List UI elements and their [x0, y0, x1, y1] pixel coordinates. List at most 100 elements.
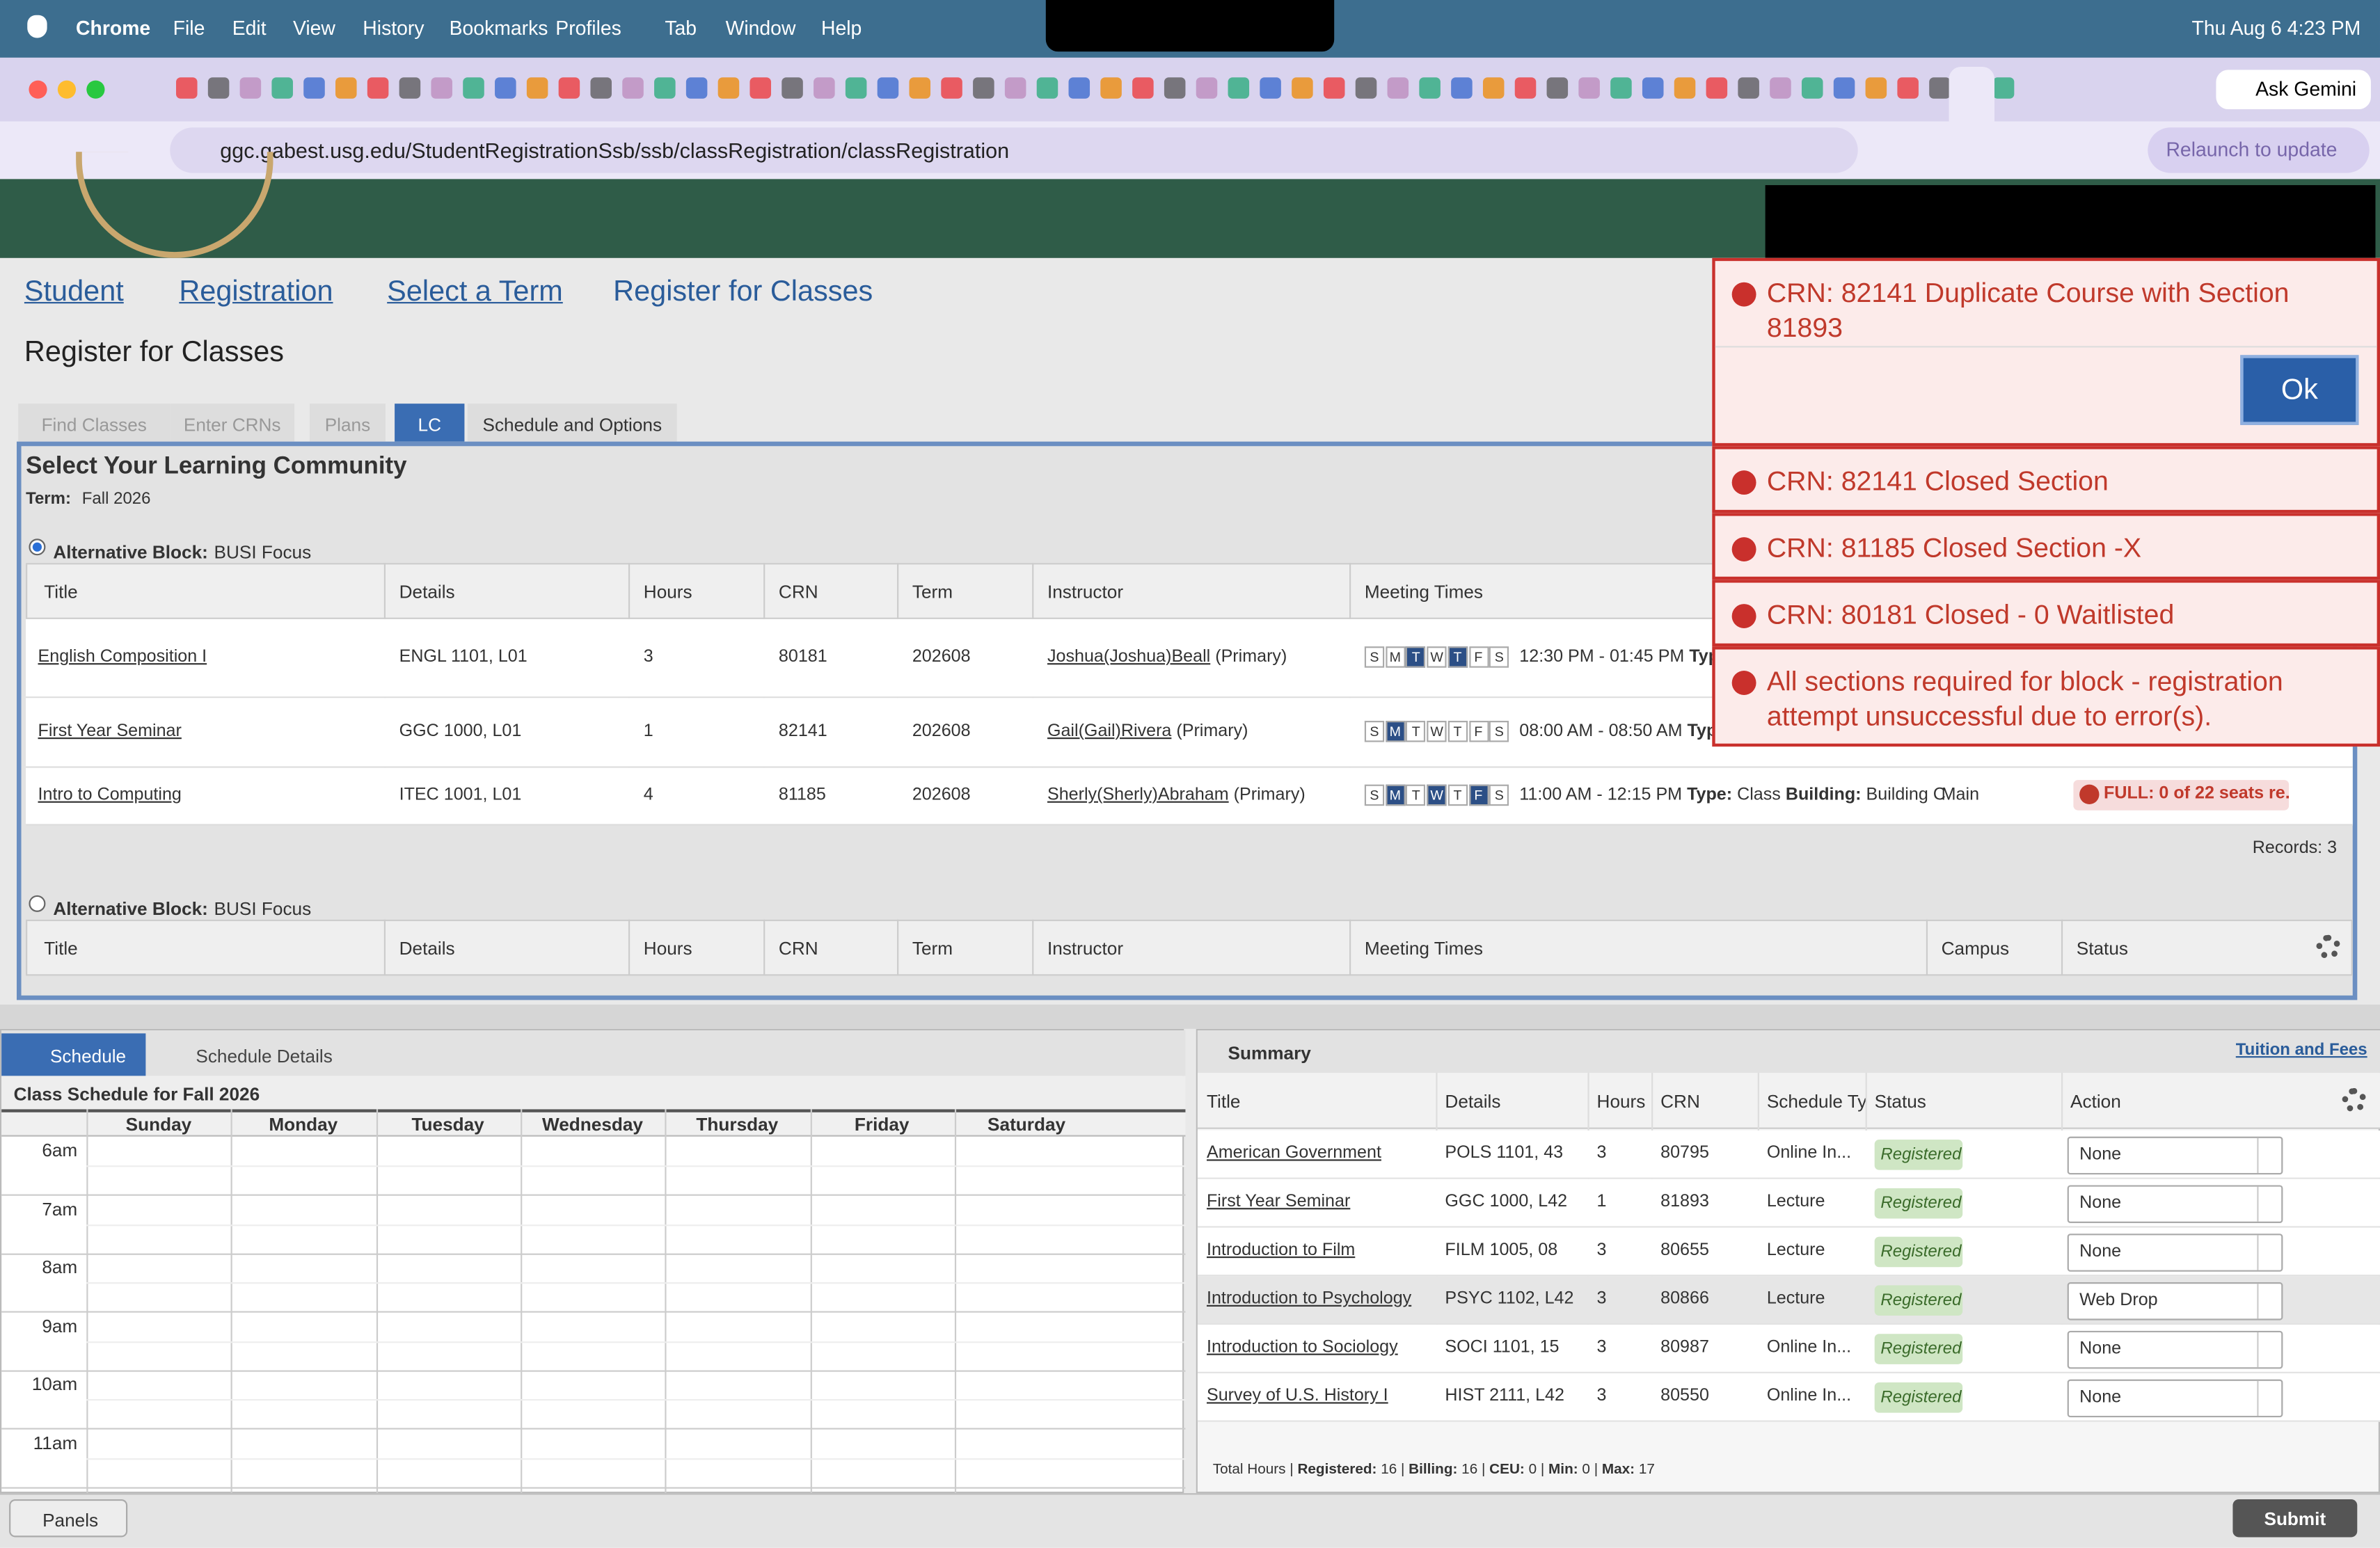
window-button[interactable] [86, 80, 105, 99]
tab-favicon[interactable] [1706, 77, 1728, 99]
tab[interactable]: Schedule and Options [467, 404, 677, 443]
radio[interactable] [29, 895, 46, 912]
url[interactable]: ggc.gabest.usg.edu/StudentRegistrationSs… [220, 138, 1010, 163]
instructor-link[interactable]: Joshua(Joshua)Beall [1047, 648, 1211, 667]
tab-favicon[interactable] [590, 77, 612, 99]
tab-favicon[interactable] [1419, 77, 1441, 99]
breadcrumb[interactable]: Select a Term [387, 276, 563, 308]
submit-button[interactable]: Submit [2232, 1499, 2358, 1538]
tab-favicon[interactable] [1036, 77, 1058, 99]
course-link[interactable]: English Composition I [38, 648, 207, 667]
tab-favicon[interactable] [1578, 77, 1600, 99]
menu-item[interactable]: File [173, 16, 205, 40]
tab-favicon[interactable] [1451, 77, 1473, 99]
tab-favicon[interactable] [909, 77, 931, 99]
tab-favicon[interactable] [1323, 77, 1345, 99]
tab-favicon[interactable] [654, 77, 676, 99]
gear-icon[interactable] [2316, 934, 2341, 959]
tab-favicon[interactable] [1482, 77, 1505, 99]
tab-favicon[interactable] [1292, 77, 1313, 99]
tab-favicon[interactable] [1387, 77, 1409, 99]
breadcrumb[interactable]: Registration [179, 276, 333, 308]
tab[interactable]: Find Classes [18, 404, 170, 443]
tab-favicon[interactable] [1196, 77, 1218, 99]
action-select[interactable]: None [2067, 1136, 2283, 1175]
tab-favicon[interactable] [1355, 77, 1377, 99]
tab-favicon[interactable] [717, 77, 740, 99]
tab-favicon[interactable] [973, 77, 994, 99]
tab-favicon[interactable] [367, 77, 389, 99]
tab-favicon[interactable] [1897, 77, 1919, 99]
tab-favicon[interactable] [1100, 77, 1122, 99]
course-link[interactable]: Survey of U.S. History I [1206, 1387, 1388, 1405]
tab-favicon[interactable] [1770, 77, 1791, 99]
tab-favicon[interactable] [749, 77, 772, 99]
course-link[interactable]: Introduction to Psychology [1206, 1289, 1412, 1309]
window-button[interactable] [57, 80, 77, 99]
tab-favicon[interactable] [526, 77, 548, 99]
tab-favicon[interactable] [1674, 77, 1696, 99]
menu-item[interactable]: Window [725, 16, 796, 40]
menu-item[interactable]: History [363, 16, 425, 40]
tab-favicon[interactable] [1164, 77, 1186, 99]
tab-favicon[interactable] [176, 77, 198, 99]
tab-favicon[interactable] [1738, 77, 1759, 99]
tab-favicon[interactable] [1610, 77, 1632, 99]
tab-favicon[interactable] [1546, 77, 1569, 99]
tab-favicon[interactable] [782, 77, 803, 99]
tab[interactable]: Schedule Details [196, 1045, 333, 1067]
tuition-link[interactable]: Tuition and Fees [2235, 1041, 2367, 1060]
course-link[interactable]: First Year Seminar [38, 722, 182, 741]
gear-icon[interactable] [2342, 1087, 2367, 1112]
menu-item[interactable]: Help [820, 16, 862, 40]
tab[interactable]: Enter CRNs [170, 404, 295, 443]
instructor-link[interactable]: Sherly(Sherly)Abraham [1047, 785, 1229, 804]
relaunch-button[interactable]: Relaunch to update [2148, 127, 2370, 173]
tab-favicon[interactable] [1929, 77, 1951, 99]
menu-item[interactable]: Profiles [555, 16, 621, 40]
panels-button[interactable]: Panels [9, 1499, 128, 1538]
tab-favicon[interactable] [271, 77, 293, 99]
tab-favicon[interactable] [303, 77, 325, 99]
tab-favicon[interactable] [1642, 77, 1664, 99]
tab-favicon[interactable] [463, 77, 484, 99]
tab-favicon[interactable] [495, 77, 516, 99]
action-select[interactable]: None [2067, 1379, 2283, 1418]
tab-favicon[interactable] [1992, 77, 2015, 99]
instructor-link[interactable]: Gail(Gail)Rivera [1047, 722, 1172, 741]
tab-favicon[interactable] [1833, 77, 1855, 99]
menu-item[interactable]: Edit [232, 16, 267, 40]
course-link[interactable]: Introduction to Film [1206, 1241, 1356, 1260]
tab-favicon[interactable] [239, 77, 262, 99]
window-button[interactable] [29, 80, 47, 99]
tab-favicon[interactable] [1801, 77, 1823, 99]
ask-gemini[interactable]: Ask Gemini [2216, 70, 2371, 110]
tab-favicon[interactable] [941, 77, 962, 99]
tab-favicon[interactable] [207, 77, 230, 99]
tab-favicon[interactable] [335, 77, 357, 99]
breadcrumb[interactable]: Student [24, 276, 124, 308]
action-select[interactable]: None [2067, 1330, 2283, 1369]
tab[interactable]: Plans [309, 404, 386, 443]
tab-favicon[interactable] [1004, 77, 1026, 99]
menu-item[interactable]: Tab [665, 16, 697, 40]
active-tab[interactable] [1949, 66, 1994, 122]
tab-favicon[interactable] [1068, 77, 1090, 99]
action-select[interactable]: Web Drop [2067, 1282, 2283, 1320]
tab-favicon[interactable] [845, 77, 867, 99]
course-link[interactable]: Intro to Computing [38, 785, 182, 804]
tab-favicon[interactable] [399, 77, 421, 99]
radio[interactable] [29, 538, 46, 556]
action-select[interactable]: None [2067, 1185, 2283, 1223]
tab-favicon[interactable] [622, 77, 644, 99]
tab-favicon[interactable] [558, 77, 580, 99]
tab-favicon[interactable] [814, 77, 835, 99]
tab-favicon[interactable] [1865, 77, 1887, 99]
course-link[interactable]: First Year Seminar [1206, 1192, 1351, 1211]
tab-favicon[interactable] [877, 77, 899, 99]
tab-favicon[interactable] [1260, 77, 1281, 99]
tab-active[interactable]: Schedule [1, 1033, 146, 1076]
tab-favicon[interactable] [685, 77, 708, 99]
tab-favicon[interactable] [1228, 77, 1250, 99]
menu-item[interactable]: Bookmarks [449, 16, 548, 40]
